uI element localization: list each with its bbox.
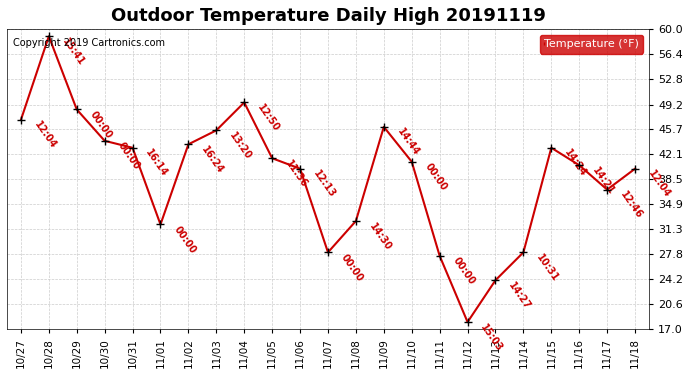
Text: 16:24: 16:24 (199, 144, 226, 176)
Text: 00:00: 00:00 (451, 256, 477, 287)
Text: 12:04: 12:04 (646, 169, 672, 200)
Text: 14:44: 14:44 (395, 127, 421, 158)
Text: 00:00: 00:00 (172, 225, 197, 256)
Text: 11:36: 11:36 (284, 158, 309, 189)
Text: 13:20: 13:20 (228, 130, 253, 162)
Text: 15:03: 15:03 (479, 322, 504, 353)
Text: 12:13: 12:13 (311, 169, 337, 200)
Text: Copyright 2019 Cartronics.com: Copyright 2019 Cartronics.com (13, 38, 166, 48)
Text: 12:04: 12:04 (32, 120, 58, 151)
Legend: Temperature (°F): Temperature (°F) (540, 35, 644, 54)
Text: 10:31: 10:31 (535, 252, 560, 284)
Text: 00:00: 00:00 (116, 141, 141, 172)
Text: 00:00: 00:00 (339, 252, 365, 284)
Text: 15:41: 15:41 (60, 36, 86, 68)
Text: 12:50: 12:50 (255, 102, 282, 134)
Title: Outdoor Temperature Daily High 20191119: Outdoor Temperature Daily High 20191119 (110, 7, 545, 25)
Text: 12:46: 12:46 (618, 190, 644, 221)
Text: 00:00: 00:00 (88, 110, 114, 141)
Text: 14:27: 14:27 (506, 280, 533, 311)
Text: 14:21: 14:21 (591, 165, 616, 196)
Text: 16:14: 16:14 (144, 148, 170, 179)
Text: 00:00: 00:00 (423, 162, 448, 193)
Text: 14:30: 14:30 (367, 221, 393, 252)
Text: 14:24: 14:24 (562, 148, 589, 179)
